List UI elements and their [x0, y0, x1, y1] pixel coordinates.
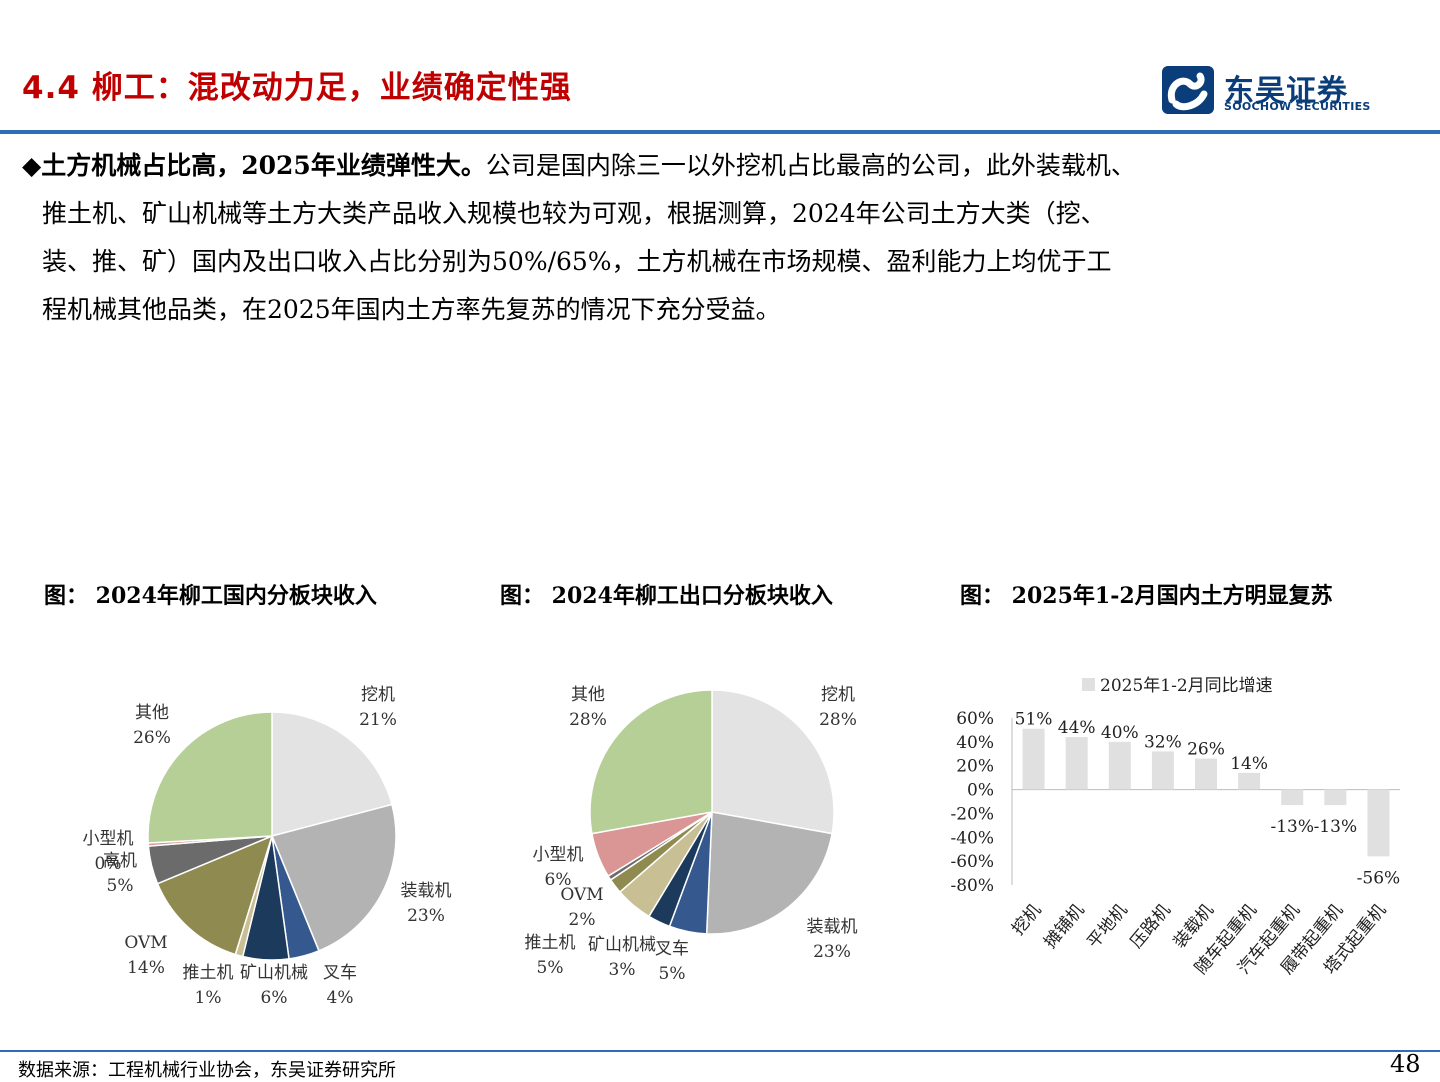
page-title: 4.4 柳工：混改动力足，业绩确定性强	[22, 70, 572, 106]
export-revenue-pie-chart: 挖机28%装载机23%叉车5%矿山机械3%推土机5%OVM2%小型机6%其他28…	[525, 685, 858, 984]
bar-value-label: 40%	[1101, 723, 1139, 743]
category-label: 摊铺机	[1040, 900, 1088, 952]
pie-slice-value: 28%	[819, 710, 857, 730]
pie-slice	[711, 689, 835, 835]
pie-slice-value: 0%	[95, 854, 122, 874]
paragraph-line-4: 程机械其他品类，在2025年国内土方率先复苏的情况下充分受益。	[42, 295, 781, 324]
pie-slice-value: 4%	[327, 988, 354, 1008]
bar	[1065, 737, 1088, 790]
y-tick-label: 0%	[967, 781, 994, 801]
bar	[1367, 789, 1390, 857]
pie-slice	[271, 711, 393, 837]
paragraph-lead: 土方机械占比高，2025年业绩弹性大。	[41, 151, 486, 180]
bar-value-label: -56%	[1357, 868, 1401, 888]
pie-slice-label: 小型机	[533, 845, 584, 865]
pie-slice-label: 装载机	[401, 881, 452, 901]
page-number: 48	[1390, 1050, 1421, 1078]
body-paragraph: ◆土方机械占比高，2025年业绩弹性大。公司是国内除三一以外挖机占比最高的公司，…	[22, 142, 1422, 334]
bar	[1281, 789, 1304, 806]
pie-slice-value: 23%	[813, 942, 851, 962]
pie-slice-value: 5%	[537, 958, 564, 978]
pie-slice-value: 3%	[609, 960, 636, 980]
figure-1-title: 图： 2024年柳工国内分板块收入	[44, 583, 377, 609]
paragraph-line-3: 装、推、矿）国内及出口收入占比分别为50%/65%，土方机械在市场规模、盈利能力…	[42, 247, 1112, 276]
bar-value-label: 51%	[1015, 710, 1053, 730]
y-tick-label: 40%	[956, 733, 994, 753]
paragraph-line-2: 推土机、矿山机械等土方大类产品收入规模也较为可观，根据测算，2024年公司土方大…	[42, 199, 1106, 228]
bar-value-label: 26%	[1187, 740, 1225, 760]
pie-slice	[270, 803, 397, 952]
pie-slice-value: 6%	[545, 870, 572, 890]
figure-3-title: 图： 2025年1-2月国内土方明显复苏	[960, 583, 1333, 609]
earthmoving-growth-bar-chart: 60% 40% 20% 0% -20% -40% -60% -80% 2025年1-2月同比增速…	[950, 676, 1401, 978]
bar	[1324, 789, 1347, 806]
legend-label: 2025年1-2月同比增速	[1100, 676, 1273, 696]
pie-slice-label: 矿山机械	[240, 963, 308, 983]
y-tick-label: -40%	[950, 828, 994, 848]
pie-slice-label: 推土机	[183, 963, 234, 983]
pie-slice-value: 5%	[107, 876, 134, 896]
data-source: 数据来源：工程机械行业协会，东吴证券研究所	[18, 1060, 396, 1081]
bar-value-label: 44%	[1058, 718, 1096, 738]
pie-slice-value: 28%	[569, 710, 607, 730]
pie-slice-label: 挖机	[361, 685, 395, 705]
pie-slice-label: 小型机	[83, 829, 134, 849]
bar	[1238, 772, 1261, 790]
category-label: 压路机	[1127, 900, 1175, 952]
pie-slice-label: OVM	[560, 885, 603, 905]
pie-slice-value: 6%	[261, 988, 288, 1008]
pie-slice-label: 其他	[571, 685, 605, 705]
company-logo: 东吴证券 SOOCHOW SECURITIES	[1160, 64, 1380, 116]
logo-icon	[1162, 66, 1214, 114]
category-label: 平地机	[1084, 900, 1132, 952]
bar-value-label: -13%	[1270, 817, 1314, 837]
y-tick-label: -80%	[950, 876, 994, 896]
pie-slice-label: 挖机	[821, 685, 855, 705]
pie-slice-label: 推土机	[525, 933, 576, 953]
pie-slice-value: 21%	[359, 710, 397, 730]
bar	[1151, 751, 1174, 790]
bar-value-label: 32%	[1144, 732, 1182, 752]
legend-swatch	[1082, 678, 1095, 691]
bar	[1108, 741, 1131, 790]
y-tick-label: 20%	[956, 757, 994, 777]
pie-slice-value: 2%	[569, 910, 596, 930]
pie-slice-value: 5%	[659, 964, 686, 984]
logo-text-cn: 东吴证券	[1224, 74, 1348, 109]
pie-slice	[147, 711, 273, 844]
pie-slice-label: 装载机	[807, 917, 858, 937]
logo-text-en: SOOCHOW SECURITIES	[1224, 100, 1371, 113]
y-tick-label: 60%	[956, 709, 994, 729]
paragraph-line-1: ◆土方机械占比高，2025年业绩弹性大。公司是国内除三一以外挖机占比最高的公司，…	[22, 142, 1422, 190]
pie-slice-value: 1%	[195, 988, 222, 1008]
y-tick-label: -20%	[950, 804, 994, 824]
pie-slice	[589, 689, 713, 835]
bar	[1195, 758, 1217, 790]
pie-slice-label: 其他	[135, 703, 169, 723]
figure-2-title: 图： 2024年柳工出口分板块收入	[500, 583, 833, 609]
y-tick-label: -60%	[950, 852, 994, 872]
bar-value-label: -13%	[1314, 817, 1358, 837]
pie-slice-label: 高机	[103, 851, 137, 871]
pie-slice	[705, 811, 833, 935]
pie-slice-label: 叉车	[655, 939, 689, 959]
category-label: 挖机	[1008, 900, 1045, 939]
paragraph-line-1-text: 公司是国内除三一以外挖机占比最高的公司，此外装载机、	[485, 151, 1136, 180]
pie-slice	[156, 834, 274, 956]
bar	[1022, 728, 1045, 790]
pie-slice-label: OVM	[124, 933, 167, 953]
header-divider	[0, 130, 1440, 134]
bullet-icon: ◆	[22, 151, 42, 180]
pie-slice-value: 26%	[133, 728, 171, 748]
domestic-revenue-pie-chart: 挖机 21% 装载机 23% 叉车 4% 矿山机械 6% 推土机 1% OVM 14% 高机 5% 小型机 0…	[83, 685, 452, 1008]
pie-slice-value: 23%	[407, 906, 445, 926]
footer-divider	[0, 1050, 1440, 1052]
pie-slice-value: 14%	[127, 958, 165, 978]
pie-slice-label: 叉车	[323, 963, 357, 983]
bar-value-label: 14%	[1230, 754, 1268, 774]
pie-slice-label: 矿山机械	[588, 935, 656, 955]
